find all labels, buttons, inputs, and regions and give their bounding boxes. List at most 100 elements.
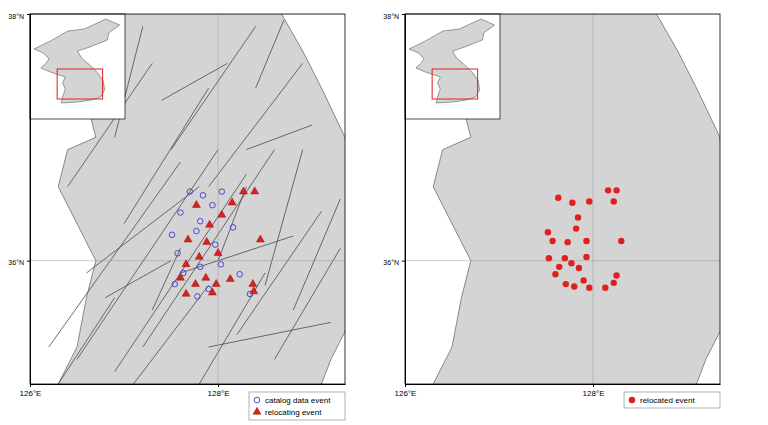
fault xyxy=(58,298,114,384)
event xyxy=(197,264,203,270)
x-tick: 126°E xyxy=(20,384,42,398)
land xyxy=(405,14,720,384)
event xyxy=(586,285,592,291)
event xyxy=(195,252,203,259)
event xyxy=(563,281,569,287)
event xyxy=(605,187,611,193)
event xyxy=(568,260,574,266)
event xyxy=(197,218,203,224)
event xyxy=(176,273,184,280)
figure: 126°E 128°E 36°N 38°N catalog data eventrelo… xyxy=(0,0,768,425)
event xyxy=(583,238,589,244)
y-axis-line xyxy=(405,15,406,385)
plot-area xyxy=(30,14,345,384)
y-axis: 36°N 38°N xyxy=(8,13,30,385)
map-frame xyxy=(405,14,720,384)
fault xyxy=(256,20,284,88)
y-tick-label: 38°N xyxy=(8,13,24,20)
event xyxy=(555,195,561,201)
legend-swatch xyxy=(254,397,260,403)
x-axis-line xyxy=(31,384,346,385)
y-tick-mark xyxy=(27,261,30,262)
event xyxy=(200,193,206,199)
x-tick-mark xyxy=(593,384,594,387)
event xyxy=(212,279,220,286)
event xyxy=(249,279,257,286)
fault xyxy=(152,248,180,310)
grid-line xyxy=(405,14,406,384)
legend: relocated event xyxy=(624,392,720,408)
inset-map xyxy=(405,14,500,119)
y-tick: 38°N xyxy=(383,13,405,20)
x-tick: 126°E xyxy=(395,384,417,398)
fault xyxy=(86,187,199,273)
event xyxy=(237,271,243,277)
inset-plot xyxy=(34,19,120,103)
event xyxy=(228,198,236,205)
inset-frame xyxy=(405,14,500,119)
fault xyxy=(209,322,331,347)
event xyxy=(573,225,579,231)
y-axis: 36°N 38°N xyxy=(383,13,405,385)
event xyxy=(556,264,562,270)
event xyxy=(564,239,570,245)
event xyxy=(175,250,181,256)
inset-map xyxy=(30,14,125,119)
event xyxy=(214,249,222,256)
y-tick-mark xyxy=(402,261,405,262)
event xyxy=(195,294,201,300)
event xyxy=(575,214,581,220)
event xyxy=(210,202,216,208)
event xyxy=(172,281,178,287)
event xyxy=(569,200,575,206)
x-tick-label: 128°E xyxy=(583,389,605,398)
y-tick-mark xyxy=(27,14,30,15)
fault xyxy=(274,248,340,359)
event xyxy=(230,225,236,231)
inset-land xyxy=(409,19,494,103)
event xyxy=(571,283,577,289)
y-tick-label: 36°N xyxy=(383,259,399,266)
x-tick: 128°E xyxy=(208,384,230,398)
event xyxy=(206,220,214,227)
event xyxy=(218,210,226,217)
legend-box xyxy=(249,392,345,420)
inset-background xyxy=(30,14,125,119)
event xyxy=(203,238,211,245)
event xyxy=(192,201,200,208)
plot-area xyxy=(405,14,720,384)
grid-line xyxy=(593,14,594,384)
event xyxy=(611,198,617,204)
fault xyxy=(49,162,181,347)
event xyxy=(562,255,568,261)
land xyxy=(30,14,345,384)
event xyxy=(187,189,193,195)
inset-land xyxy=(34,19,120,103)
event xyxy=(218,262,224,268)
event xyxy=(208,288,216,295)
inset-extent xyxy=(432,69,477,99)
legend-swatch xyxy=(629,397,635,403)
y-tick: 38°N xyxy=(8,13,30,20)
grid-line xyxy=(218,14,219,384)
event xyxy=(618,238,624,244)
event xyxy=(545,229,551,235)
fault xyxy=(218,187,246,261)
grid-line xyxy=(30,260,345,261)
y-tick-label: 36°N xyxy=(8,259,24,266)
legend-label: relocating event xyxy=(265,408,322,417)
fault xyxy=(133,285,208,384)
event xyxy=(576,265,582,271)
event xyxy=(549,238,555,244)
event xyxy=(251,187,259,194)
legend: catalog data eventrelocating event xyxy=(249,392,345,420)
legend-swatch xyxy=(253,407,261,414)
event xyxy=(182,260,190,267)
x-axis-line xyxy=(406,384,721,385)
fault xyxy=(77,150,218,360)
y-tick-mark xyxy=(402,14,405,15)
event xyxy=(583,254,589,260)
event xyxy=(178,210,184,216)
fault xyxy=(105,261,171,298)
map-panel: 126°E 128°E 36°N 38°N catalog data eventrelo… xyxy=(8,2,363,425)
